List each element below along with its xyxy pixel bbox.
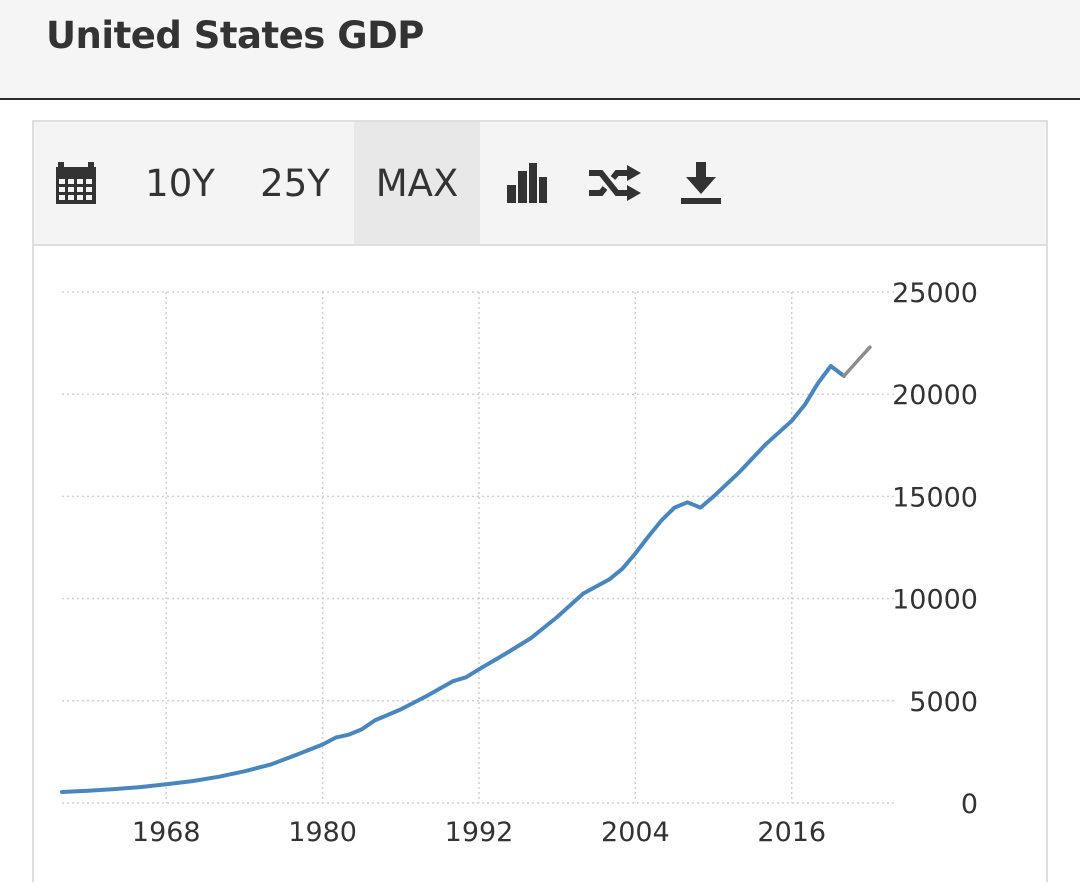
calendar-icon [56,162,96,204]
y-tick-label: 0 [961,789,978,820]
range-max-button[interactable]: MAX [354,122,480,244]
page-header: United States GDP [0,0,1080,100]
x-tick-label: 1992 [445,817,514,848]
calendar-button[interactable] [34,122,118,244]
y-tick-label: 20000 [892,380,978,411]
compare-button[interactable] [580,122,650,244]
download-button[interactable] [668,122,734,244]
y-tick-label: 15000 [892,482,978,513]
gdp-line-chart: 25000 20000 15000 10000 5000 0 1968 1980 1992 200… [60,278,978,848]
range-10y-button[interactable]: 10Y [145,161,215,205]
series-line-forecast [842,345,872,378]
shuffle-icon [589,165,641,201]
x-tick-label: 2004 [601,817,670,848]
y-tick-label: 25000 [892,278,978,309]
range-25y-button[interactable]: 25Y [260,161,330,205]
chart-panel: 10Y 25Y MAX [32,120,1048,882]
x-tick-label: 1968 [132,817,201,848]
bar-chart-icon [507,163,547,203]
y-tick-label: 10000 [892,585,978,616]
chart-toolbar: 10Y 25Y MAX [34,122,1046,246]
download-icon [681,162,721,204]
page-title: United States GDP [46,14,424,57]
chart-type-button[interactable] [492,122,562,244]
x-tick-label: 1980 [288,817,357,848]
series-line-actual [60,364,846,794]
x-tick-label: 2016 [757,817,826,848]
chart-area: 25000 20000 15000 10000 5000 0 1968 1980 1992 200… [34,246,1046,882]
y-tick-label: 5000 [909,687,978,718]
